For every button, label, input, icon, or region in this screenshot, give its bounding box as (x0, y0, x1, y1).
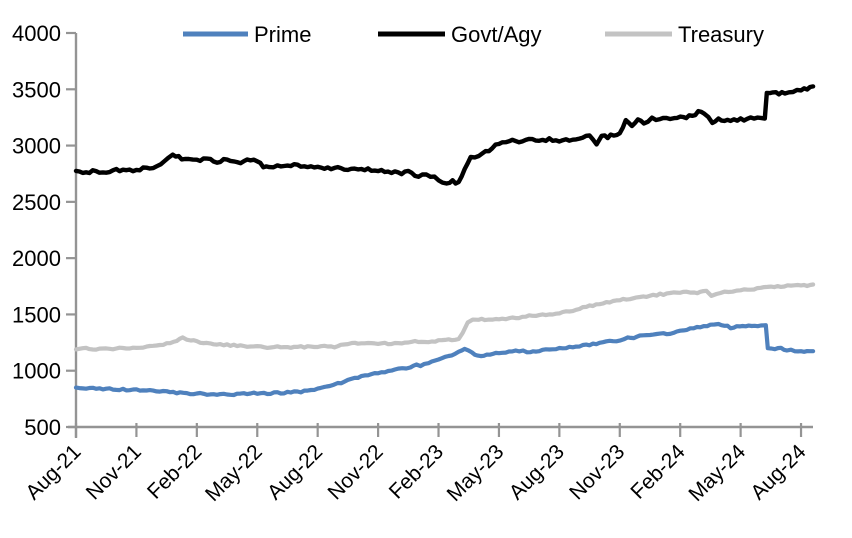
svg-text:Feb-22: Feb-22 (143, 440, 206, 503)
svg-text:1000: 1000 (12, 359, 61, 384)
legend: Prime Govt/Agy Treasury (183, 22, 764, 47)
svg-text:1500: 1500 (12, 302, 61, 327)
svg-text:3000: 3000 (12, 134, 61, 159)
svg-text:4000: 4000 (12, 21, 61, 46)
svg-text:Feb-23: Feb-23 (385, 440, 448, 503)
svg-text:Feb-24: Feb-24 (626, 440, 690, 504)
series-lines (73, 84, 816, 398)
svg-text:Nov-23: Nov-23 (565, 440, 629, 504)
svg-text:3500: 3500 (12, 77, 61, 102)
svg-text:Aug-23: Aug-23 (505, 440, 569, 504)
svg-text:2000: 2000 (12, 246, 61, 271)
svg-text:Nov-21: Nov-21 (82, 440, 146, 504)
svg-text:May-22: May-22 (201, 440, 267, 506)
prime-series-line (73, 321, 816, 398)
treasury-legend-label: Treasury (678, 22, 764, 47)
svg-text:May-24: May-24 (684, 440, 750, 506)
svg-text:Aug-21: Aug-21 (21, 440, 85, 504)
svg-text:500: 500 (24, 415, 61, 440)
svg-text:2500: 2500 (12, 190, 61, 215)
govt-agy-legend-label: Govt/Agy (451, 22, 541, 47)
govt-agy-series-line (73, 84, 816, 186)
treasury-series-line (73, 282, 816, 352)
svg-text:Nov-22: Nov-22 (323, 440, 387, 504)
prime-legend-label: Prime (254, 22, 311, 47)
svg-text:May-23: May-23 (443, 440, 509, 506)
svg-text:Aug-24: Aug-24 (746, 440, 810, 504)
axes: 5001000150020002500300035004000Aug-21Nov… (12, 21, 813, 506)
svg-text:Aug-22: Aug-22 (263, 440, 327, 504)
